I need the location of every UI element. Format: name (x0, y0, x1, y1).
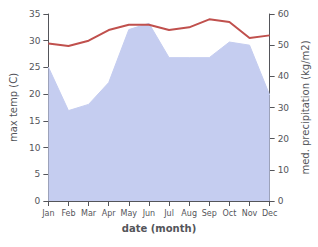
svg-text:Oct: Oct (222, 209, 236, 218)
svg-text:20: 20 (278, 134, 290, 144)
svg-text:10: 10 (29, 143, 41, 153)
svg-text:Dec: Dec (262, 209, 277, 218)
svg-text:60: 60 (278, 9, 290, 19)
svg-text:Nov: Nov (242, 209, 258, 218)
svg-text:Sep: Sep (202, 209, 217, 218)
svg-text:Jul: Jul (163, 209, 174, 218)
svg-text:0: 0 (278, 196, 284, 206)
svg-text:40: 40 (278, 71, 290, 81)
svg-text:30: 30 (29, 36, 41, 46)
svg-text:max temp (C): max temp (C) (8, 73, 19, 142)
svg-text:35: 35 (29, 9, 40, 19)
svg-text:Aug: Aug (181, 209, 197, 218)
svg-text:Feb: Feb (61, 209, 75, 218)
svg-text:5: 5 (35, 169, 41, 179)
svg-text:10: 10 (278, 165, 290, 175)
svg-text:0: 0 (35, 196, 41, 206)
svg-text:30: 30 (278, 103, 290, 113)
svg-text:Jun: Jun (142, 209, 156, 218)
svg-text:Apr: Apr (102, 209, 117, 218)
svg-text:15: 15 (29, 116, 40, 126)
svg-text:20: 20 (29, 89, 41, 99)
svg-text:Mar: Mar (81, 209, 97, 218)
svg-text:Jan: Jan (41, 209, 54, 218)
svg-text:50: 50 (278, 40, 290, 50)
svg-text:May: May (121, 209, 138, 218)
svg-text:25: 25 (29, 62, 40, 72)
svg-text:date (month): date (month) (122, 223, 196, 234)
svg-text:med. precipitation (kg/m2): med. precipitation (kg/m2) (300, 40, 311, 174)
